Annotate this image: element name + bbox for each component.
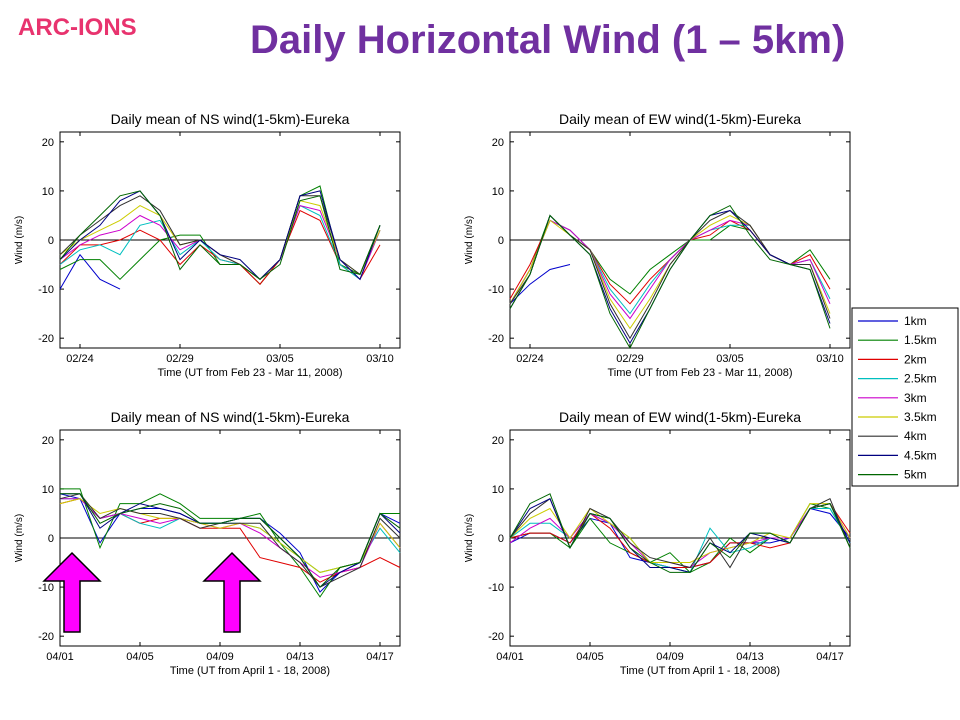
x-tick-label: 02/29 xyxy=(616,353,644,365)
y-tick-label: 20 xyxy=(42,435,54,447)
y-tick-label: 0 xyxy=(498,235,504,247)
annotation-arrow-1 xyxy=(42,551,102,633)
x-tick-label: 02/24 xyxy=(516,353,544,365)
x-tick-label: 03/10 xyxy=(366,353,394,365)
series-line-5km xyxy=(509,493,851,573)
chart-3: Daily mean of NS wind(1-5km)-Eureka 20 10 0… xyxy=(14,409,401,677)
x-axis-label: Time (UT from Feb 23 - Mar 11, 2008) xyxy=(157,367,342,379)
x-tick-label: 04/13 xyxy=(736,651,764,663)
legend-label: 3.5km xyxy=(904,410,937,424)
y-axis-label: Wind (m/s) xyxy=(464,216,475,264)
y-tick-label: -20 xyxy=(488,333,504,345)
series-line-5km xyxy=(509,204,831,350)
x-tick-label: 04/09 xyxy=(656,651,684,663)
y-tick-label: -10 xyxy=(488,582,504,594)
x-axis-label: Time (UT from April 1 - 18, 2008) xyxy=(170,665,330,677)
x-tick-label: 04/01 xyxy=(46,651,74,663)
legend-label: 2km xyxy=(904,352,927,366)
y-tick-label: 0 xyxy=(498,533,504,545)
legend-label: 4.5km xyxy=(904,448,937,462)
series-line-5km xyxy=(60,493,401,588)
legend-label: 3km xyxy=(904,391,927,405)
series-line-5km xyxy=(59,190,381,280)
series-line-1km xyxy=(59,253,121,290)
y-tick-label: -10 xyxy=(488,284,504,296)
legend-label: 5km xyxy=(904,468,927,482)
y-tick-label: 20 xyxy=(42,137,54,149)
y-tick-label: -10 xyxy=(38,284,54,296)
x-tick-label: 04/05 xyxy=(576,651,604,663)
x-tick-label: 04/17 xyxy=(816,651,844,663)
y-axis-label: Wind (m/s) xyxy=(14,216,25,264)
legend-label: 4km xyxy=(904,429,927,443)
x-tick-label: 04/17 xyxy=(366,651,394,663)
series-line-2-5km xyxy=(59,204,381,281)
chart-title: Daily mean of NS wind(1-5km)-Eureka xyxy=(111,111,350,127)
chart-title: Daily mean of EW wind(1-5km)-Eureka xyxy=(559,111,801,127)
series-line-1km xyxy=(509,264,571,305)
y-tick-label: 20 xyxy=(492,137,504,149)
y-axis-label: Wind (m/s) xyxy=(464,514,475,562)
y-tick-label: -20 xyxy=(488,631,504,643)
annotation-arrow-2 xyxy=(202,551,262,633)
x-tick-label: 04/09 xyxy=(206,651,234,663)
series-line-4-5km xyxy=(59,190,381,281)
y-tick-label: 0 xyxy=(48,533,54,545)
series-line-4km xyxy=(59,493,401,588)
x-axis-label: Time (UT from Feb 23 - Mar 11, 2008) xyxy=(607,367,792,379)
slide-title: Daily Horizontal Wind (1 – 5km) xyxy=(250,18,846,62)
y-tick-label: 20 xyxy=(492,435,504,447)
logo-text: ARC-IONS xyxy=(18,14,137,41)
x-tick-label: 04/05 xyxy=(126,651,154,663)
y-tick-label: 10 xyxy=(492,186,504,198)
legend-label: 1km xyxy=(904,314,927,328)
chart-1: Daily mean of NS wind(1-5km)-Eureka 20 10 0… xyxy=(14,111,401,379)
legend-label: 2.5km xyxy=(904,372,937,386)
x-tick-label: 03/05 xyxy=(266,353,294,365)
y-tick-label: 0 xyxy=(48,235,54,247)
x-tick-label: 02/24 xyxy=(66,353,94,365)
legend-label: 1.5km xyxy=(904,333,937,347)
x-axis-label: Time (UT from April 1 - 18, 2008) xyxy=(620,665,780,677)
series-line-3-5km xyxy=(509,503,851,563)
chart-title: Daily mean of NS wind(1-5km)-Eureka xyxy=(111,409,350,425)
chart-2: Daily mean of EW wind(1-5km)-Eureka 20 10 0… xyxy=(464,111,851,379)
chart-title: Daily mean of EW wind(1-5km)-Eureka xyxy=(559,409,801,425)
y-tick-label: 10 xyxy=(42,186,54,198)
legend-frame xyxy=(851,307,959,487)
x-tick-label: 03/10 xyxy=(816,353,844,365)
y-tick-label: 10 xyxy=(42,484,54,496)
y-tick-label: -20 xyxy=(38,333,54,345)
legend: 1km 1.5km 2km 2.5km 3km 3.5km 4km 4.5km 5km xyxy=(851,307,959,487)
x-tick-label: 03/05 xyxy=(716,353,744,365)
x-tick-label: 02/29 xyxy=(166,353,194,365)
x-tick-label: 04/13 xyxy=(286,651,314,663)
y-tick-label: -20 xyxy=(38,631,54,643)
y-axis-label: Wind (m/s) xyxy=(14,514,25,562)
y-tick-label: -10 xyxy=(38,582,54,594)
y-tick-label: 10 xyxy=(492,484,504,496)
chart-4: Daily mean of EW wind(1-5km)-Eureka 20 10 0… xyxy=(464,409,851,677)
x-tick-label: 04/01 xyxy=(496,651,524,663)
